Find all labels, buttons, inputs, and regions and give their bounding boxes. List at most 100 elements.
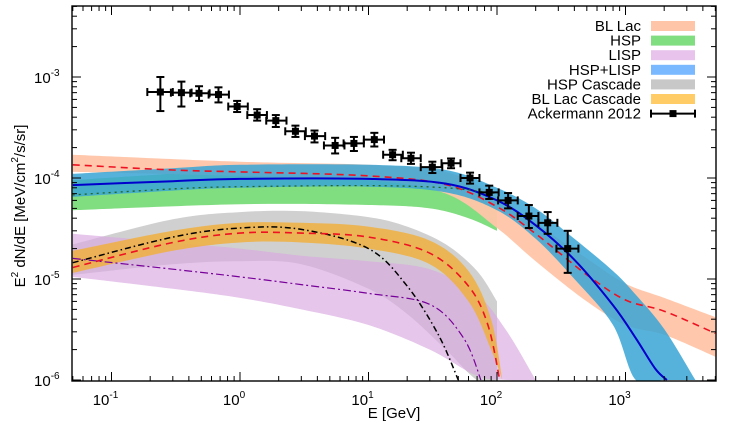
y-tick-exp: -3 <box>51 68 60 79</box>
y-tick-label: 10-3 <box>34 68 60 87</box>
axis-ticks <box>72 5 716 381</box>
curve-1 <box>72 177 668 381</box>
legend-swatch <box>651 21 695 31</box>
legend-label: BL Lac <box>595 18 642 35</box>
x-tick-label: 10-1 <box>93 390 119 409</box>
legend-label: HSP <box>610 33 641 50</box>
legend-label: BL Lac Cascade <box>531 91 641 108</box>
x-tick-exp: 3 <box>625 390 631 401</box>
data-marker <box>195 89 203 97</box>
data-marker <box>389 151 397 159</box>
data-marker <box>525 212 533 220</box>
x-tick-label: 101 <box>351 390 374 409</box>
data-point <box>459 171 481 185</box>
model-curves <box>72 164 716 381</box>
y-tick-base: 10 <box>34 171 51 188</box>
curve-0 <box>72 164 716 335</box>
data-point <box>478 184 500 200</box>
data-marker <box>447 159 455 167</box>
y-axis-title-sup: 2 <box>10 271 21 277</box>
legend-item: BL Lac <box>595 18 695 35</box>
data-marker <box>564 245 572 253</box>
data-point <box>169 80 193 108</box>
curve-5 <box>72 257 482 381</box>
data-point <box>265 114 288 128</box>
curve-2 <box>72 184 498 196</box>
data-point <box>497 192 519 210</box>
data-point <box>362 131 385 148</box>
y-tick-label: 10-5 <box>34 270 60 289</box>
y-tick-base: 10 <box>34 70 51 87</box>
x-tick-base: 10 <box>480 392 497 409</box>
data-point <box>246 108 268 122</box>
y-tick-labels: 10-310-410-510-6 <box>34 68 60 390</box>
data-point <box>303 129 327 144</box>
y-tick-exp: -5 <box>51 270 60 281</box>
legend-label: HSP+LISP <box>569 62 641 79</box>
data-marker <box>177 89 185 97</box>
y-axis-title-sup2: 2 <box>10 157 21 163</box>
data-marker <box>233 103 241 111</box>
curve-4 <box>72 231 501 381</box>
data-marker <box>407 154 415 162</box>
legend-swatch <box>651 79 695 90</box>
x-tick-labels: 10-1 100 101 102 103 <box>93 390 631 409</box>
legend-item: Ackermann 2012 <box>528 106 696 123</box>
data-point <box>284 124 307 138</box>
legend-item: HSP <box>610 33 695 50</box>
data-point <box>537 211 559 235</box>
x-tick-exp: 1 <box>368 390 374 401</box>
data-marker <box>156 88 164 96</box>
data-point <box>189 85 211 102</box>
data-point <box>322 136 346 155</box>
y-axis-title-base: E <box>12 277 29 287</box>
data-marker <box>253 111 261 119</box>
y-tick-label: 10-6 <box>34 371 60 390</box>
x-axis-title: E [GeV] <box>368 405 421 422</box>
x-tick-base: 10 <box>223 392 240 409</box>
y-axis-title-mid: dN/dE [MeV/cm <box>12 163 29 272</box>
legend-swatch <box>651 50 695 61</box>
data-point <box>227 99 249 114</box>
y-tick-base: 10 <box>34 272 51 289</box>
y-tick-base: 10 <box>34 373 51 390</box>
x-tick-base: 10 <box>93 392 110 409</box>
y-axis-title: E2 dN/dE [MeV/cm2/s/sr] <box>10 125 29 288</box>
x-tick-label: 100 <box>223 390 246 409</box>
x-tick-base: 10 <box>608 392 625 409</box>
data-point <box>440 157 462 170</box>
y-tick-label: 10-4 <box>34 169 60 188</box>
legend-item: LISP <box>608 47 695 64</box>
x-tick-exp: 2 <box>497 390 503 401</box>
data-marker <box>544 219 552 227</box>
data-point <box>516 204 540 229</box>
legend-swatch <box>651 64 695 75</box>
data-marker <box>428 163 436 171</box>
data-point <box>207 86 230 104</box>
data-marker <box>291 127 299 135</box>
legend-item: HSP Cascade <box>547 76 695 93</box>
y-axis-title-end: /s/sr] <box>12 125 29 158</box>
x-tick-exp: 0 <box>240 390 246 401</box>
legend-swatch <box>651 35 695 46</box>
legend-item: BL Lac Cascade <box>531 91 695 108</box>
data-marker <box>331 141 339 149</box>
data-marker <box>214 91 222 99</box>
x-tick-base: 10 <box>351 392 368 409</box>
data-marker <box>272 117 280 125</box>
band-5 <box>72 164 696 381</box>
data-point <box>555 229 580 274</box>
data-point <box>342 135 365 153</box>
legend-swatch <box>651 94 695 104</box>
legend-label: Ackermann 2012 <box>528 106 641 123</box>
y-tick-exp: -4 <box>51 169 60 180</box>
data-point <box>146 76 174 113</box>
data-marker <box>466 174 474 182</box>
y-tick-exp: -6 <box>51 371 60 382</box>
x-tick-exp: -1 <box>109 390 118 401</box>
data-marker <box>504 196 512 204</box>
data-point <box>382 148 404 162</box>
x-tick-label: 103 <box>608 390 631 409</box>
